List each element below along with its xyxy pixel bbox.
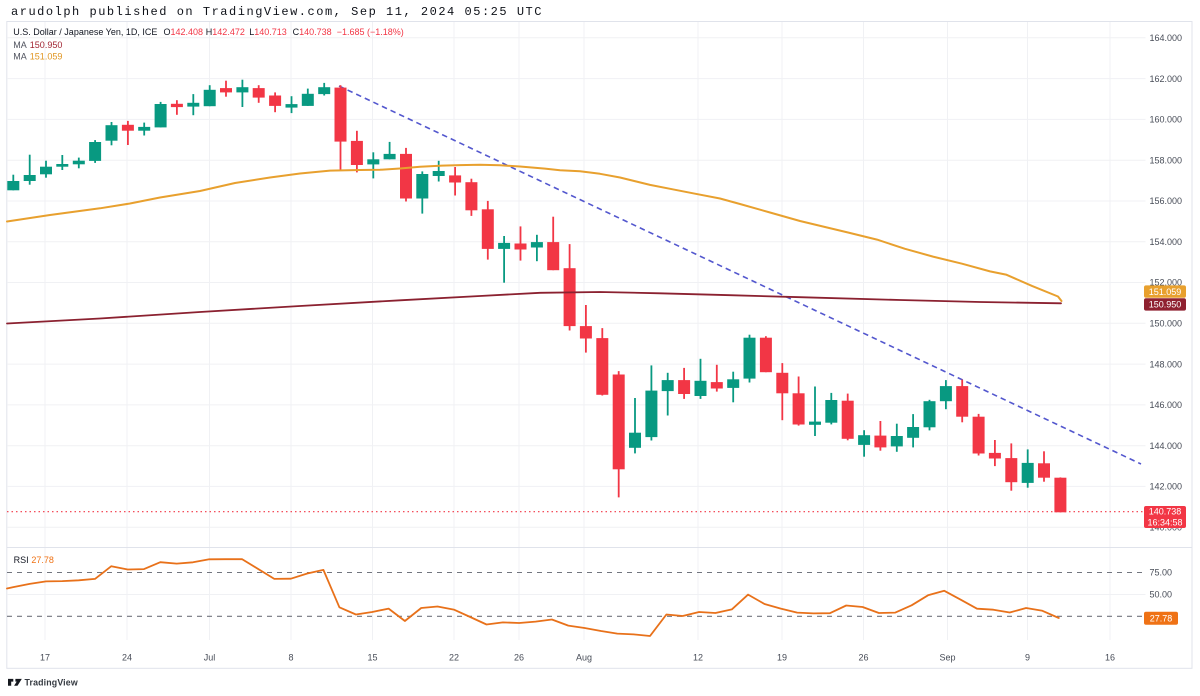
svg-text:U.S. Dollar / Japanese Yen, 1D: U.S. Dollar / Japanese Yen, 1D, ICE xyxy=(13,27,157,37)
svg-text:162.000: 162.000 xyxy=(1150,74,1183,84)
svg-text:−1.685 (−1.18%): −1.685 (−1.18%) xyxy=(337,27,404,37)
svg-text:26: 26 xyxy=(858,653,868,663)
svg-text:150.000: 150.000 xyxy=(1150,319,1183,329)
svg-text:O142.408: O142.408 xyxy=(164,27,204,37)
svg-text:Aug: Aug xyxy=(576,653,592,663)
svg-text:144.000: 144.000 xyxy=(1150,441,1183,451)
svg-text:27.78: 27.78 xyxy=(31,555,54,565)
svg-text:16: 16 xyxy=(1105,653,1115,663)
svg-text:148.000: 148.000 xyxy=(1150,359,1183,369)
svg-text:TradingView: TradingView xyxy=(25,677,78,687)
svg-text:75.00: 75.00 xyxy=(1150,568,1173,578)
svg-text:8: 8 xyxy=(288,653,293,663)
svg-text:9: 9 xyxy=(1025,653,1030,663)
svg-text:19: 19 xyxy=(777,653,787,663)
svg-text:154.000: 154.000 xyxy=(1150,237,1183,247)
svg-text:arudolph published on TradingV: arudolph published on TradingView.com, S… xyxy=(11,5,543,19)
svg-text:RSI: RSI xyxy=(14,555,29,565)
svg-text:12: 12 xyxy=(693,653,703,663)
svg-text:17: 17 xyxy=(40,653,50,663)
svg-text:50.00: 50.00 xyxy=(1150,590,1173,600)
svg-text:150.950: 150.950 xyxy=(1149,300,1182,310)
svg-text:160.000: 160.000 xyxy=(1150,115,1183,125)
svg-text:26: 26 xyxy=(514,653,524,663)
svg-text:24: 24 xyxy=(122,653,132,663)
svg-text:151.059: 151.059 xyxy=(30,52,63,62)
svg-text:156.000: 156.000 xyxy=(1150,196,1183,206)
svg-text:158.000: 158.000 xyxy=(1150,155,1183,165)
svg-text:MA: MA xyxy=(13,40,26,50)
svg-text:152.000: 152.000 xyxy=(1150,278,1183,288)
svg-text:22: 22 xyxy=(449,653,459,663)
svg-text:151.059: 151.059 xyxy=(1149,287,1182,297)
svg-text:142.000: 142.000 xyxy=(1150,482,1183,492)
svg-text:MA: MA xyxy=(13,52,26,62)
svg-text:164.000: 164.000 xyxy=(1150,33,1183,43)
svg-text:150.950: 150.950 xyxy=(30,40,63,50)
svg-text:Sep: Sep xyxy=(939,653,955,663)
svg-text:27.78: 27.78 xyxy=(1150,614,1173,624)
svg-text:140.738: 140.738 xyxy=(1149,507,1182,517)
svg-text:Jul: Jul xyxy=(204,653,216,663)
svg-text:L140.713: L140.713 xyxy=(249,27,287,37)
svg-text:146.000: 146.000 xyxy=(1150,400,1183,410)
svg-text:16:34:58: 16:34:58 xyxy=(1147,518,1182,528)
svg-text:H142.472: H142.472 xyxy=(206,27,245,37)
svg-text:C140.738: C140.738 xyxy=(293,27,332,37)
svg-text:15: 15 xyxy=(367,653,377,663)
